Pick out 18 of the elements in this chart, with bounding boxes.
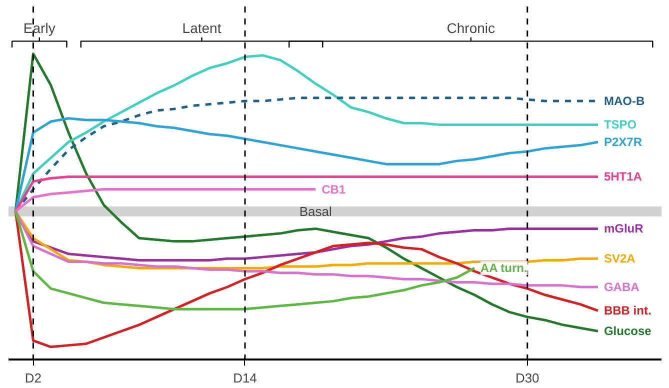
series-label: CB1: [322, 182, 346, 196]
x-tick-label: D14: [233, 370, 257, 386]
x-tick-label: D2: [24, 370, 42, 386]
series-label: TSPO: [604, 118, 637, 132]
series-label: mGluR: [604, 222, 644, 236]
series-label: P2X7R: [604, 135, 642, 150]
x-tick-label: D30: [515, 370, 540, 386]
series-label: GABA: [604, 280, 640, 294]
ref-line-label: Basal: [299, 204, 332, 219]
text: Latent: [182, 20, 222, 36]
series-label: MAO-B: [604, 94, 645, 108]
series-label: SV2A: [604, 252, 636, 266]
series-label: BBB int.: [604, 304, 652, 318]
series-label: Glucose: [604, 324, 652, 338]
series-label: 5HT1A: [604, 170, 642, 184]
text: Chronic: [446, 20, 496, 36]
text: Early: [23, 20, 56, 36]
series-label: AA turn.: [480, 261, 528, 276]
